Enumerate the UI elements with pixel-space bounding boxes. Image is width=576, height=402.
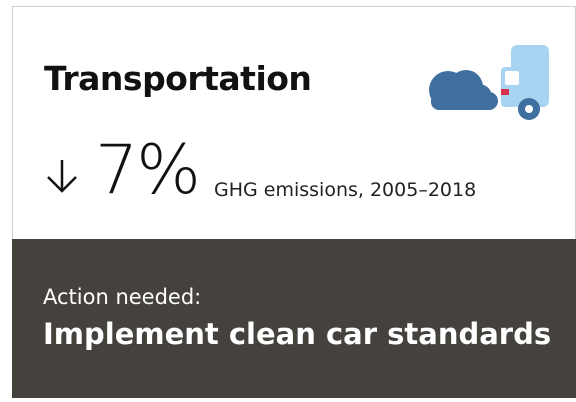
action-label: Action needed: [43, 285, 202, 309]
action-panel: Action needed: Implement clean car stand… [12, 239, 576, 398]
card-header: Transportation 7% GHG emissions, 2005–20… [12, 6, 576, 239]
transport-icon [429, 45, 549, 120]
stat-caption: GHG emissions, 2005–2018 [214, 179, 477, 201]
card: Transportation 7% GHG emissions, 2005–20… [12, 6, 576, 398]
stat: 7% [95, 131, 201, 210]
action: Implement clean car standards [43, 317, 552, 351]
down-arrow-icon [47, 160, 77, 193]
title: Transportation [44, 59, 312, 98]
